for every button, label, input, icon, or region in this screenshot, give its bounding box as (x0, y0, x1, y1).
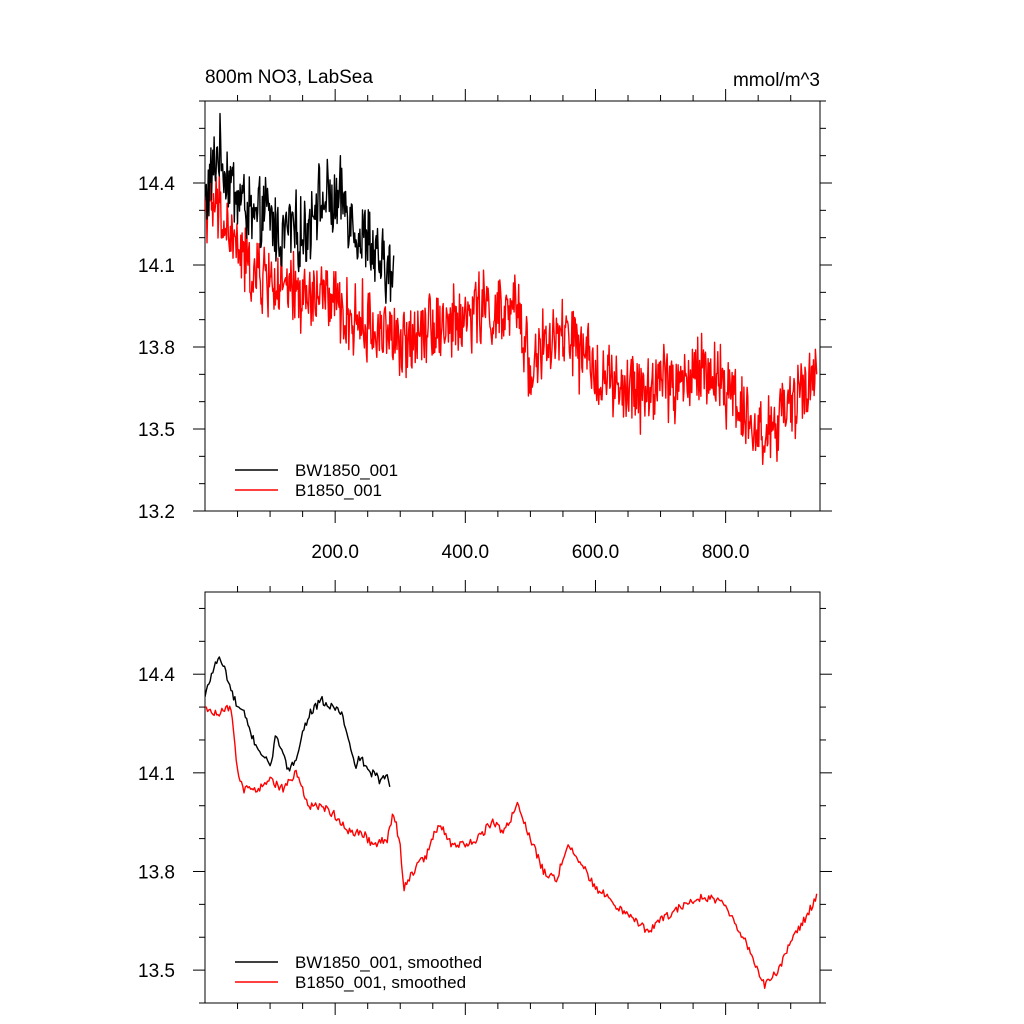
legend-label: B1850_001, smoothed (295, 973, 466, 992)
x-tick-label: 800.0 (702, 542, 750, 563)
y-tick-label: 14.1 (138, 256, 175, 277)
y-tick-label: 13.5 (138, 961, 175, 982)
y-tick-label: 13.8 (138, 862, 175, 883)
y-tick-label: 13.8 (138, 338, 175, 359)
legend-label: BW1850_001, smoothed (295, 953, 482, 972)
legend-label: B1850_001 (295, 481, 382, 500)
top-panel: 200.0 400.0 600.0 800.0 13.2 13.5 13.8 14.1 14.4… (138, 89, 832, 563)
series-line-1 (205, 112, 395, 304)
chart-title: 800m NO3, LabSea (205, 67, 373, 88)
series-line-1 (205, 656, 391, 788)
x-tick-label: 600.0 (572, 542, 620, 563)
y-tick-label: 14.4 (138, 665, 175, 686)
y-tick-label: 13.2 (138, 502, 175, 523)
plot-frame (204, 591, 821, 1004)
bottom-panel: 13.5 13.8 14.1 14.4 BW1850_001, smoothedB185… (138, 580, 832, 1015)
y-tick-label: 13.5 (138, 420, 175, 441)
plot-frame (204, 100, 821, 512)
x-tick-label: 400.0 (442, 542, 490, 563)
x-tick-label: 200.0 (311, 542, 359, 563)
series-line-2 (205, 169, 818, 466)
series-line-2 (205, 704, 818, 989)
y-tick-label: 14.1 (138, 764, 175, 785)
legend-label: BW1850_001 (295, 461, 398, 480)
units-label: mmol/m^3 (733, 70, 820, 91)
y-tick-label: 14.4 (138, 174, 175, 195)
